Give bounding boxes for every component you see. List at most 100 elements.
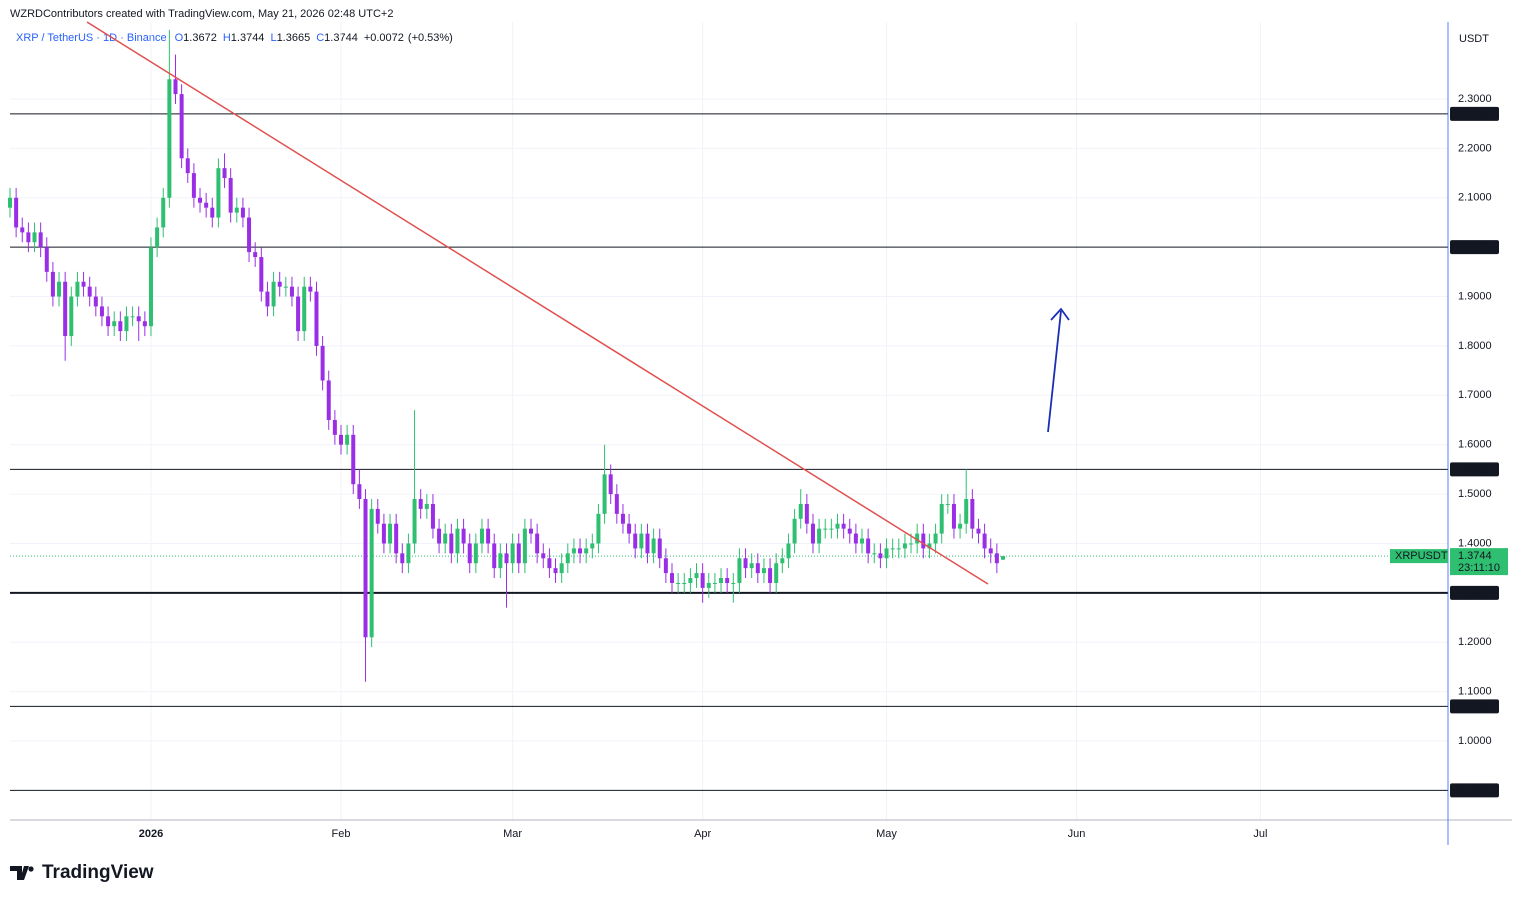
body [400, 553, 405, 564]
body [167, 79, 172, 198]
body [853, 533, 858, 544]
body [240, 207, 245, 218]
body [749, 563, 754, 569]
body [136, 316, 141, 322]
body [529, 528, 534, 534]
body [669, 573, 674, 583]
body [584, 548, 589, 554]
body [921, 533, 926, 549]
level-label: 0.9000 [1458, 784, 1492, 796]
body [700, 573, 705, 588]
body [872, 553, 877, 555]
body [909, 543, 914, 545]
body [774, 563, 779, 583]
body [841, 523, 846, 529]
arrow [1047, 310, 1062, 433]
legend: XRP / TetherUS · 1D · Binance O 1.3672 H 1.3… [16, 32, 453, 44]
body [406, 543, 411, 564]
body [633, 533, 638, 549]
body [161, 197, 166, 228]
body [810, 523, 815, 544]
body [216, 168, 221, 218]
body [155, 227, 160, 248]
body [768, 568, 773, 583]
body [388, 523, 393, 544]
level-tag [1450, 462, 1499, 477]
body [32, 232, 37, 243]
body [596, 513, 601, 544]
body [247, 217, 252, 253]
level-label: 2.2700 [1458, 108, 1492, 120]
legend-value: 1.3665 [277, 32, 311, 44]
body [124, 316, 129, 332]
body [289, 286, 294, 297]
logo-text: TradingView [42, 862, 154, 883]
body [755, 563, 760, 574]
body [945, 503, 950, 505]
y-tick-label: 2.1000 [1458, 192, 1492, 204]
x-tick-label: Mar [503, 828, 522, 840]
body [516, 543, 521, 564]
body [860, 538, 865, 544]
symbol: XRP / TetherUS · 1D · Binance [16, 32, 167, 44]
body [259, 257, 264, 292]
body [369, 508, 374, 638]
body [559, 563, 564, 574]
body [198, 197, 203, 203]
body [651, 538, 656, 554]
body [14, 197, 19, 228]
body [142, 321, 147, 327]
body [645, 533, 650, 554]
body [314, 291, 319, 346]
price-tag [1450, 548, 1508, 576]
body [535, 533, 540, 554]
body [547, 558, 552, 569]
body [1000, 556, 1005, 560]
trendline [86, 21, 989, 585]
body [565, 553, 570, 564]
body [792, 518, 797, 544]
y-tick-label: 1.1000 [1458, 686, 1492, 698]
body [927, 543, 932, 549]
level-tag [1450, 585, 1499, 600]
level-label: 1.5500 [1458, 463, 1492, 475]
body [271, 281, 276, 307]
body [541, 553, 546, 559]
x-tick-label: May [876, 828, 897, 840]
level-label: 1.3000 [1458, 587, 1492, 599]
body [731, 582, 736, 584]
y-tick-label: 1.4000 [1458, 537, 1492, 549]
body [835, 523, 840, 529]
body [265, 291, 270, 307]
body [20, 227, 25, 233]
body [179, 94, 184, 159]
body [130, 316, 135, 318]
logo-dot [28, 866, 34, 872]
body [571, 548, 576, 554]
legend-value: 1.3672 [183, 32, 217, 44]
body [817, 528, 822, 544]
body [185, 158, 190, 174]
change: +0.0072 [364, 32, 404, 44]
body [345, 434, 350, 445]
body [958, 523, 963, 529]
y-tick-label: 1.8000 [1458, 340, 1492, 352]
credit: WZRDContributors created with TradingVie… [10, 8, 393, 20]
body [620, 513, 625, 524]
body [982, 533, 987, 549]
body [430, 503, 435, 529]
body [424, 503, 429, 509]
body [798, 503, 803, 519]
body [473, 543, 478, 564]
legend-key: O [175, 32, 184, 44]
x-tick-label: Apr [694, 828, 711, 840]
body [8, 197, 12, 208]
legend-value: 1.3744 [231, 32, 265, 44]
body [988, 548, 993, 554]
grid [10, 22, 1448, 820]
body [81, 281, 86, 287]
level-label: 2.0000 [1458, 241, 1492, 253]
body [204, 202, 209, 208]
body [412, 499, 417, 544]
